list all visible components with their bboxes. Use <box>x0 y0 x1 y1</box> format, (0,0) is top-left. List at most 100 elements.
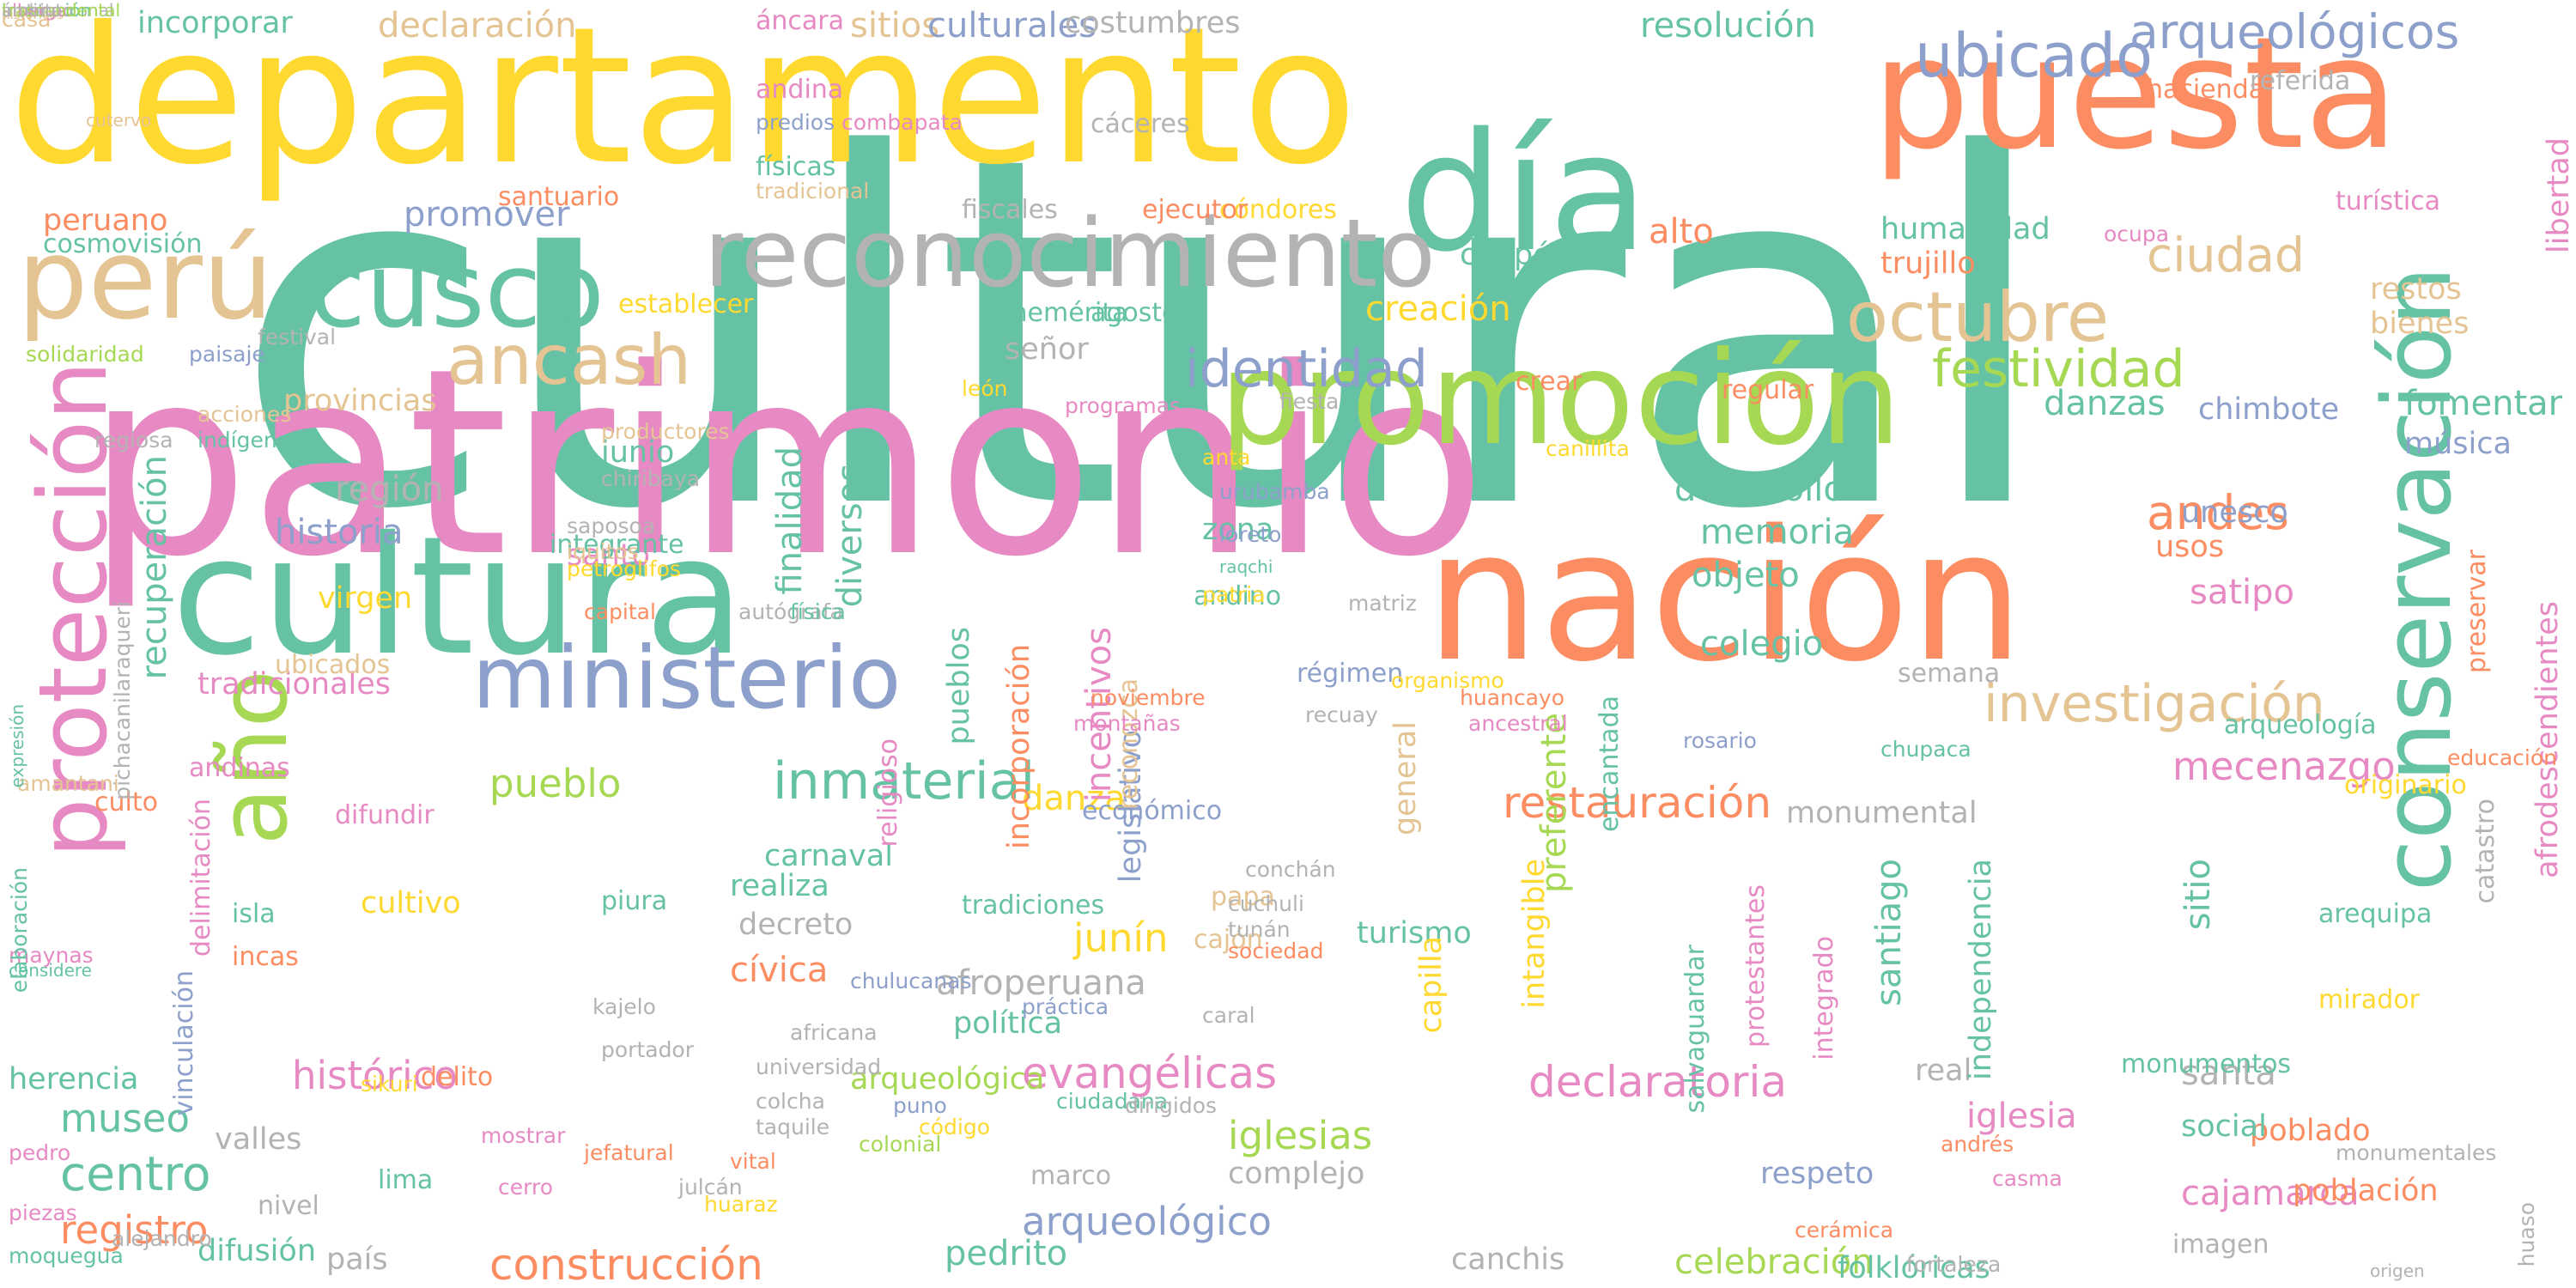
word: sitio <box>2178 859 2218 931</box>
word: museo <box>60 1096 191 1141</box>
word: día <box>1400 98 1649 288</box>
word: mostrar <box>481 1123 566 1148</box>
word: política <box>953 1006 1063 1041</box>
word: puesta <box>1872 4 2399 184</box>
word: chimbote <box>2198 392 2340 427</box>
word: junín <box>1073 915 1169 961</box>
word: danzas <box>2044 384 2166 423</box>
word: país <box>326 1242 388 1277</box>
word: amantani <box>17 771 119 796</box>
word: difusión <box>197 1234 317 1268</box>
word: física <box>790 599 846 624</box>
word: cusco <box>309 232 605 351</box>
word: raqchi <box>1219 556 1273 577</box>
word: regular <box>1722 375 1814 405</box>
word: taquile <box>756 1115 830 1139</box>
word: difundir <box>335 800 434 830</box>
word: cultural <box>232 55 2054 615</box>
word: canillita <box>1546 436 1630 461</box>
word: promoción <box>1219 325 1902 474</box>
word: bienes <box>2370 307 2470 341</box>
word: nación <box>1425 491 2025 702</box>
word: peruano <box>43 204 168 238</box>
word: carnaval <box>764 839 893 873</box>
word: objeto <box>1692 556 1800 595</box>
word: afroperuana <box>936 963 1146 1003</box>
word: santo <box>567 538 651 573</box>
word: integrante <box>550 530 684 560</box>
word: ciudad <box>2147 228 2305 283</box>
word: trujillo <box>1880 246 1976 281</box>
word: ancestral <box>1468 711 1568 736</box>
word: catastro <box>2470 799 2500 904</box>
word: ciudadana <box>1056 1089 1169 1114</box>
word: arqueológica <box>850 1062 1045 1097</box>
word: restauración <box>1503 778 1772 828</box>
word: incorporación <box>1002 644 1036 849</box>
word: santiago <box>1869 859 1909 1006</box>
word: canchis <box>1451 1242 1565 1277</box>
word: institución <box>2 0 92 21</box>
word: agosto <box>1091 298 1178 328</box>
word: loreto <box>1219 522 1282 547</box>
word: registro <box>60 1207 209 1253</box>
word: arqueológicos <box>2129 4 2460 59</box>
word: expresión <box>7 704 27 788</box>
word: reconocimiento <box>704 198 1436 308</box>
word: octubre <box>1846 277 2110 357</box>
word: iquitos <box>567 539 639 564</box>
word: montañas <box>1073 711 1181 736</box>
word: restos <box>2370 272 2462 307</box>
word: predios <box>756 110 835 135</box>
word: histórico <box>292 1053 458 1098</box>
word: incas <box>232 942 299 972</box>
word: considere <box>9 960 92 981</box>
word: paisaje <box>189 342 265 367</box>
word: chepén <box>1460 238 1571 272</box>
word: ámbito <box>2 0 63 21</box>
word: departamento <box>9 0 1358 206</box>
word: turística <box>2336 186 2441 216</box>
word: cerro <box>498 1175 553 1200</box>
word: dirigidos <box>1125 1093 1218 1118</box>
word: caral <box>1202 1003 1255 1028</box>
word: pichacanilaraqueri <box>110 601 135 800</box>
word: piezas <box>9 1200 77 1225</box>
word: establecer <box>618 289 754 319</box>
word: urubamba <box>1219 479 1330 504</box>
word: andino <box>1194 581 1282 611</box>
word: sociedad <box>1228 939 1324 963</box>
word: conchán <box>1245 857 1336 882</box>
word: sitios <box>850 6 940 46</box>
word: regiosa <box>94 428 173 453</box>
word: referida <box>2250 66 2351 96</box>
word: alberga <box>2 0 67 21</box>
word: código <box>919 1115 991 1139</box>
word: cuchuli <box>1228 891 1304 916</box>
word: chiribaya <box>601 466 701 491</box>
word: julcán <box>678 1175 743 1200</box>
word: piura <box>601 886 668 916</box>
word: petroglifos <box>567 556 681 581</box>
word: régimen <box>1297 659 1404 689</box>
word: solidaridad <box>26 342 144 367</box>
word: chulucanas <box>850 969 972 993</box>
word: kajelo <box>592 994 656 1019</box>
word: iglesias <box>1228 1113 1373 1158</box>
word: fiscales <box>962 195 1058 225</box>
word: benemérita <box>979 298 1128 328</box>
word: vinculación <box>169 970 199 1116</box>
word: pueblos <box>942 627 976 745</box>
word: arequipa <box>2318 899 2433 929</box>
word: provincias <box>283 384 437 418</box>
word: folklóricas <box>1838 1251 1990 1285</box>
word: monumentos <box>2121 1049 2292 1079</box>
word: patrimonio <box>86 313 1487 613</box>
word: matriz <box>1348 591 1417 616</box>
word: ubicados <box>275 650 391 680</box>
word: imagen <box>2172 1230 2269 1260</box>
word: promover <box>404 195 570 234</box>
word: recuperación <box>135 455 174 680</box>
word: afrodescendientes <box>2530 601 2565 878</box>
word: león <box>962 376 1008 401</box>
